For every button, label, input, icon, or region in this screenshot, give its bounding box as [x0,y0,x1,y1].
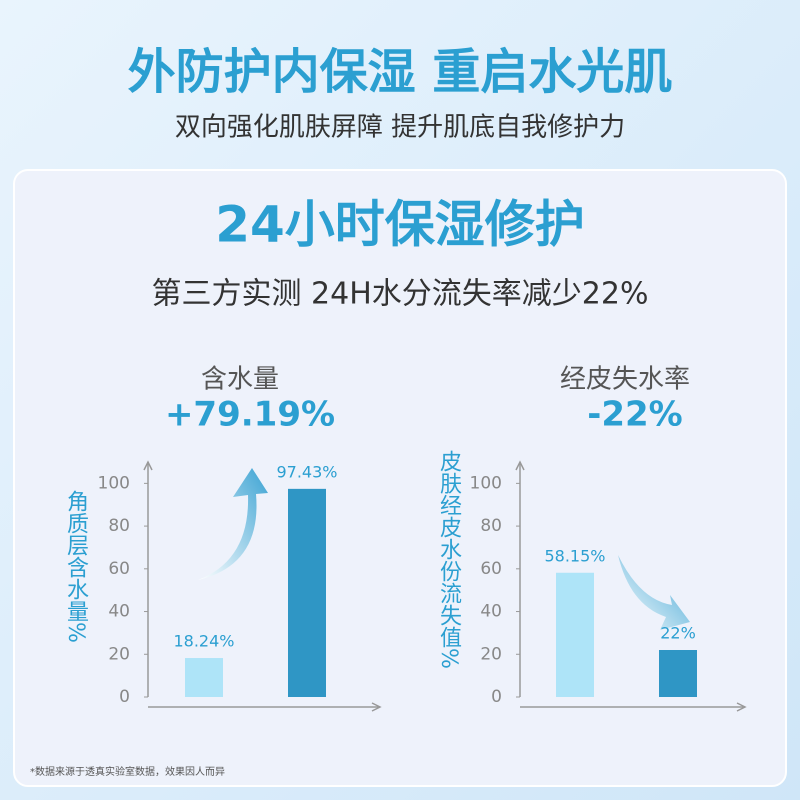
y-tick-label: 20 [480,644,502,664]
bar [659,650,697,697]
y-tick-label: 100 [98,473,130,493]
bar [185,658,223,697]
y-axis-label: 皮肤经皮水份流失值% [436,450,462,669]
value-label: 18.24% [173,632,234,651]
y-tick-label: 0 [119,687,130,707]
value-label: 97.43% [276,462,337,481]
card-heading: 24小时保湿修护 [215,196,585,254]
bar [556,572,594,697]
chart-annotation: +79.19% [165,395,335,435]
chart-title: 经皮失水率 [560,365,690,395]
up-arrow [198,468,268,580]
y-axis-label: 角质层含水量% [63,490,89,643]
value-label: 58.15% [544,546,605,565]
subtitle: 双向强化肌肤屏障 提升肌底自我修护力 [175,113,625,143]
y-tick-label: 40 [108,602,130,622]
y-tick-label: 100 [470,473,502,493]
bar [288,488,326,697]
down-arrow [618,555,690,630]
chart-title: 含水量 [201,365,279,395]
card-subheading: 第三方实测 24H水分流失率减少22% [152,277,649,312]
y-tick-label: 0 [491,687,502,707]
value-label: 22% [660,624,696,643]
y-axis-arrow [515,460,525,471]
y-tick-label: 80 [480,516,502,536]
y-axis-arrow [143,460,153,471]
y-tick-label: 60 [108,559,130,579]
footnote: *数据来源于透真实验室数据，效果因人而异 [30,765,225,778]
y-tick-label: 80 [108,516,130,536]
y-tick-label: 60 [480,559,502,579]
chart-annotation: -22% [587,395,683,435]
y-tick-label: 40 [480,602,502,622]
x-axis-arrow [736,702,747,712]
title: 外防护内保湿 重启水光肌 [128,44,673,100]
x-axis-arrow [371,702,382,712]
y-tick-label: 20 [108,644,130,664]
